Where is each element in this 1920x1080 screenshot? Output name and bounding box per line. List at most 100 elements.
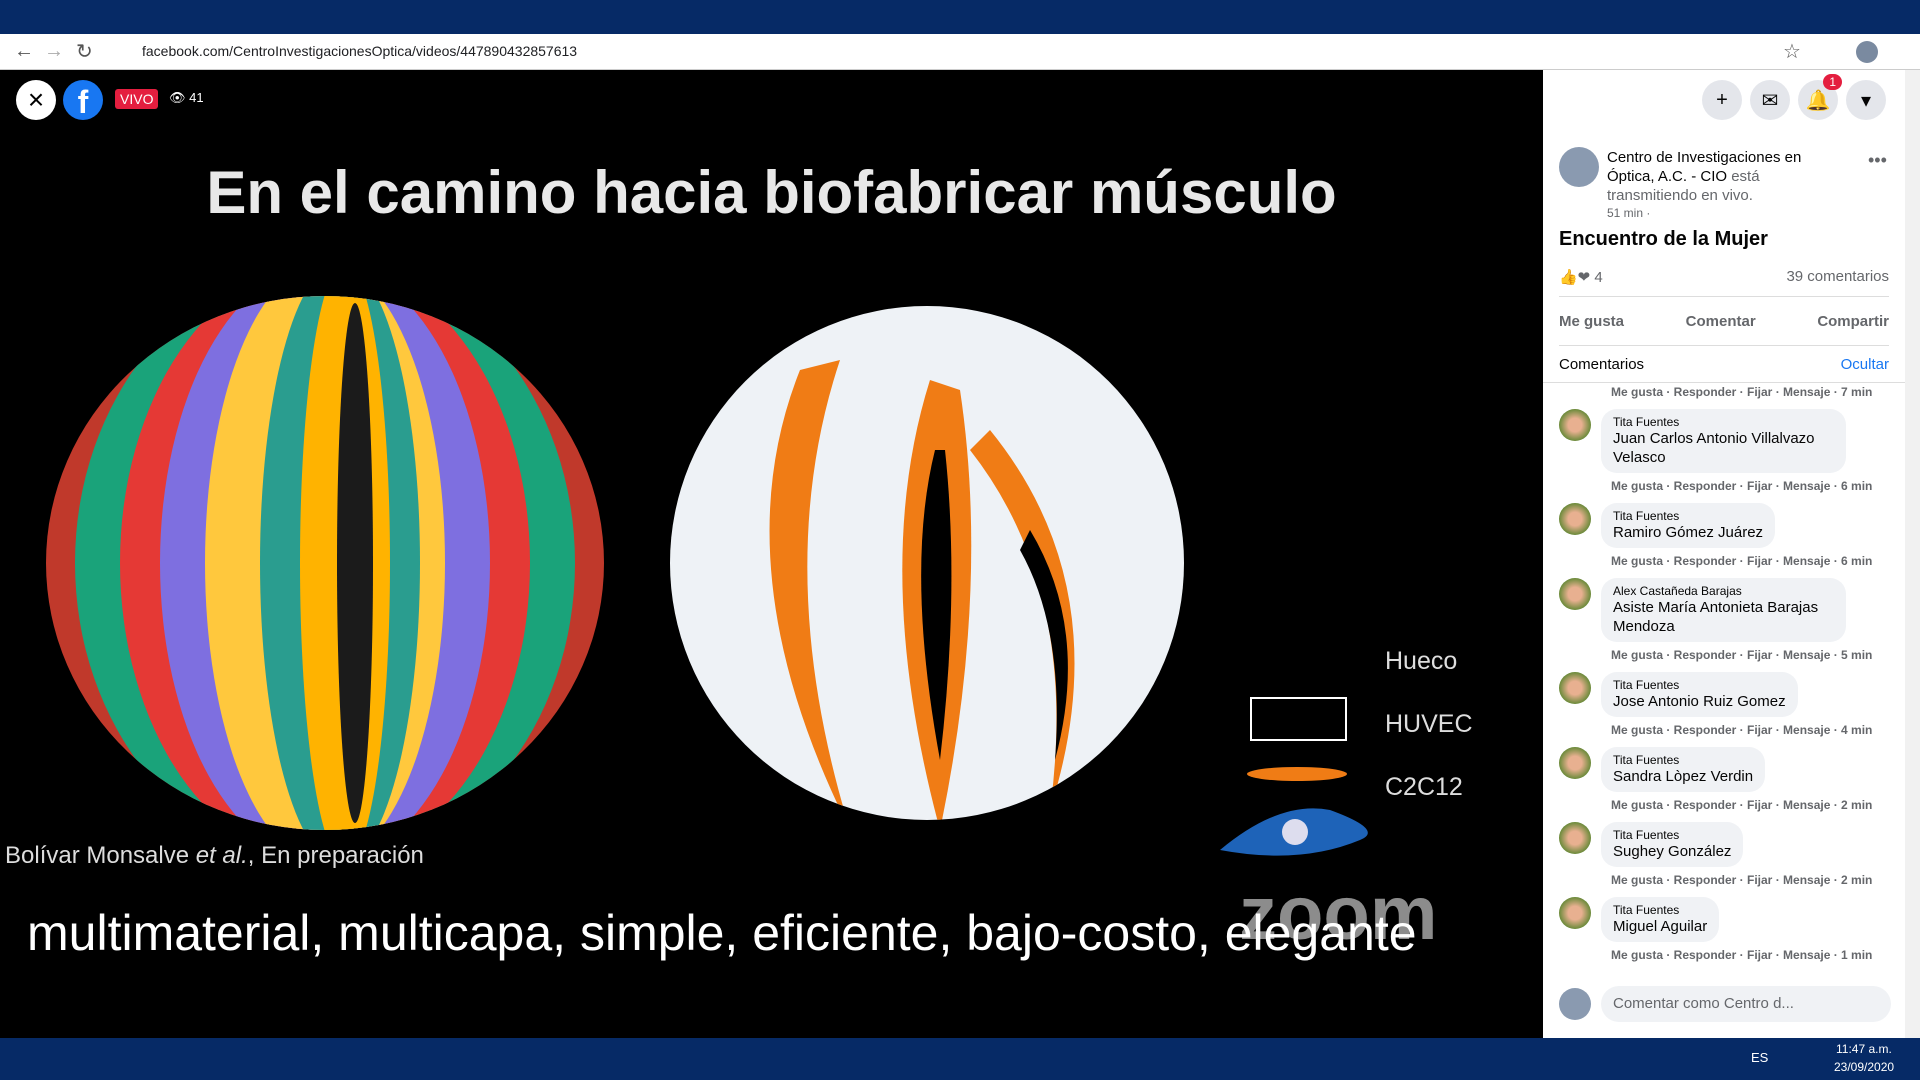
comment-avatar bbox=[1559, 409, 1591, 441]
menu-button[interactable]: ▾ bbox=[1846, 80, 1886, 120]
comment: Tita Fuentes Ramiro Gómez Juárez Me gusta … bbox=[1559, 503, 1889, 568]
page-avatar[interactable] bbox=[1559, 147, 1599, 187]
address-bar: ← → ↻ facebook.com/CentroInvestigaciones… bbox=[0, 34, 1920, 70]
bookmark[interactable]: ☆ bbox=[1783, 41, 1801, 63]
comment-bubble: Tita Fuentes Juan Carlos Antonio Villalva… bbox=[1601, 409, 1846, 473]
comment-author[interactable]: Tita Fuentes bbox=[1613, 678, 1680, 692]
comment-list: Me gusta · Responder · Fijar · Mensaje ·… bbox=[1543, 382, 1905, 982]
slide-title: En el camino hacia biofabricar músculo bbox=[206, 159, 1337, 226]
status: está transmitiendo en vivo. bbox=[1607, 168, 1760, 204]
share-button[interactable]: Compartir bbox=[1817, 312, 1889, 330]
comment-count[interactable]: 39 comentarios bbox=[1786, 268, 1889, 285]
legend-c2c12-nucleus bbox=[1282, 819, 1308, 845]
comment-row: Tita Fuentes Miguel Aguilar bbox=[1559, 897, 1889, 942]
comment-button[interactable]: Comentar bbox=[1685, 312, 1756, 330]
top-icons: + ✉ 🔔 1 ▾ bbox=[1702, 74, 1886, 120]
back[interactable]: ← bbox=[14, 40, 34, 62]
comment: Tita Fuentes Juan Carlos Antonio Villalva… bbox=[1559, 409, 1889, 493]
slide bbox=[46, 296, 1368, 856]
comment-input[interactable]: Comentar como Centro d... bbox=[1601, 986, 1891, 1022]
legend: Hueco HUVEC C2C12 bbox=[1385, 630, 1473, 819]
reactions: 👍❤ 4 bbox=[1559, 269, 1603, 286]
comment-author[interactable]: Tita Fuentes bbox=[1613, 903, 1680, 917]
live-badge: VIVO bbox=[115, 89, 159, 109]
comment: Tita Fuentes Miguel Aguilar Me gusta · Res… bbox=[1559, 897, 1889, 962]
hide-button[interactable]: Ocultar bbox=[1840, 356, 1889, 373]
legend-label: C2C12 bbox=[1385, 773, 1463, 801]
comment-text: Jose Antonio Ruiz Gomez bbox=[1613, 693, 1786, 710]
comment-bubble: Alex Castañeda Barajas Asiste María Anton… bbox=[1601, 578, 1846, 642]
comment-author[interactable]: Tita Fuentes bbox=[1613, 828, 1680, 842]
window-bar bbox=[0, 0, 1920, 34]
sidebar: + ✉ 🔔 1 ▾ Centro de Investigaciones en Óp… bbox=[1543, 70, 1905, 1038]
comment-meta: Me gusta · Responder · Fijar · Mensaje ·… bbox=[1611, 873, 1873, 887]
comment-meta: Me gusta · Responder · Fijar · Mensaje ·… bbox=[1611, 648, 1873, 662]
legend-label: Hueco bbox=[1385, 647, 1458, 675]
comment: Tita Fuentes Jose Antonio Ruiz Gomez Me gu… bbox=[1559, 672, 1889, 737]
comment-text: Sughey González bbox=[1613, 843, 1732, 860]
comment: Tita Fuentes Sughey González Me gusta · Re… bbox=[1559, 822, 1889, 887]
viewer-count: 41 bbox=[189, 90, 204, 105]
right-sphere-pattern bbox=[769, 360, 1075, 820]
url[interactable]: facebook.com/CentroInvestigacionesOptica… bbox=[142, 43, 578, 59]
scrollbar[interactable] bbox=[1905, 70, 1920, 1038]
comment-author[interactable]: Tita Fuentes bbox=[1613, 753, 1680, 767]
comment: Alex Castañeda Barajas Asiste María Anton… bbox=[1559, 578, 1889, 662]
comment-meta: Me gusta · Responder · Fijar · Mensaje ·… bbox=[1611, 554, 1873, 568]
messenger-button[interactable]: ✉ bbox=[1750, 80, 1790, 120]
close-button[interactable]: × bbox=[16, 80, 56, 120]
post-header: Centro de Investigaciones en Óptica, A.C… bbox=[1607, 148, 1837, 205]
legend-hueco bbox=[1250, 697, 1347, 741]
forward[interactable]: → bbox=[44, 40, 64, 62]
create-button[interactable]: + bbox=[1702, 80, 1742, 120]
post-title: Encuentro de la Mujer bbox=[1559, 228, 1768, 250]
clock-date[interactable]: 23/09/2020 bbox=[1834, 1060, 1895, 1074]
comment-text: Sandra Lòpez Verdin bbox=[1613, 768, 1754, 785]
comment-row: Tita Fuentes Jose Antonio Ruiz Gomez bbox=[1559, 672, 1889, 717]
taskbar: ES 11:47 a.m. 23/09/2020 bbox=[0, 1038, 1920, 1080]
citation-author: Bolívar Monsalve bbox=[5, 842, 196, 869]
comments-header: Comentarios bbox=[1559, 356, 1645, 373]
comment-row: Tita Fuentes Ramiro Gómez Juárez bbox=[1559, 503, 1889, 548]
page-name[interactable]: Centro de Investigaciones en Óptica, A.C… bbox=[1607, 149, 1802, 185]
language[interactable]: ES bbox=[1751, 1050, 1769, 1065]
legend-huvec bbox=[1247, 767, 1347, 781]
comment-meta: Me gusta · Responder · Fijar · Mensaje ·… bbox=[1611, 948, 1873, 962]
video: × f VIVO 👁 41 En el camino hacia biofabr… bbox=[0, 70, 1543, 1038]
clock-time[interactable]: 11:47 a.m. bbox=[1836, 1042, 1892, 1056]
zoom-watermark: zoom bbox=[1239, 871, 1438, 956]
comment-text: Ramiro Gómez Juárez bbox=[1613, 524, 1764, 541]
citation-rest: , En preparación bbox=[247, 842, 424, 869]
action-bar: Me gusta Comentar Compartir bbox=[1559, 296, 1889, 346]
comment: Tita Fuentes Sandra Lòpez Verdin Me gusta … bbox=[1559, 747, 1889, 812]
reload[interactable]: ↻ bbox=[76, 41, 93, 63]
comments: Tita Fuentes Juan Carlos Antonio Villalva… bbox=[1559, 409, 1889, 962]
legend-label: HUVEC bbox=[1385, 710, 1473, 738]
comment-avatar bbox=[1559, 672, 1591, 704]
comment-avatar bbox=[1559, 747, 1591, 779]
comment-text: Asiste María Antonieta Barajas Mendoza bbox=[1613, 599, 1819, 635]
comment-meta: Me gusta · Responder · Fijar · Mensaje ·… bbox=[1611, 385, 1873, 399]
notifications-button[interactable]: 🔔 1 bbox=[1798, 74, 1842, 120]
comment-bubble: Tita Fuentes Miguel Aguilar bbox=[1601, 897, 1720, 942]
viewers: 👁 41 bbox=[169, 90, 204, 105]
notification-count: 1 bbox=[1823, 74, 1842, 90]
comment-bubble: Tita Fuentes Sughey González bbox=[1601, 822, 1744, 867]
more-button[interactable]: ••• bbox=[1868, 150, 1887, 170]
like-button[interactable]: Me gusta bbox=[1559, 312, 1625, 330]
facebook-logo[interactable]: f bbox=[63, 80, 103, 120]
comment-meta: Me gusta · Responder · Fijar · Mensaje ·… bbox=[1611, 479, 1873, 493]
comment-row: Alex Castañeda Barajas Asiste María Anton… bbox=[1559, 578, 1889, 642]
comment-avatar bbox=[1559, 578, 1591, 610]
comment-author[interactable]: Tita Fuentes bbox=[1613, 509, 1680, 523]
comment-author[interactable]: Alex Castañeda Barajas bbox=[1613, 584, 1742, 598]
reaction-count: 4 bbox=[1594, 269, 1603, 286]
comment-author[interactable]: Tita Fuentes bbox=[1613, 415, 1680, 429]
comment-row: Tita Fuentes Juan Carlos Antonio Villalva… bbox=[1559, 409, 1889, 473]
comment-row: Tita Fuentes Sandra Lòpez Verdin bbox=[1559, 747, 1889, 792]
comment-text: Juan Carlos Antonio Villalvazo Velasco bbox=[1613, 430, 1815, 466]
profile[interactable] bbox=[1856, 41, 1878, 63]
comment-bubble: Tita Fuentes Jose Antonio Ruiz Gomez bbox=[1601, 672, 1798, 717]
comment-bubble: Tita Fuentes Ramiro Gómez Juárez bbox=[1601, 503, 1776, 548]
